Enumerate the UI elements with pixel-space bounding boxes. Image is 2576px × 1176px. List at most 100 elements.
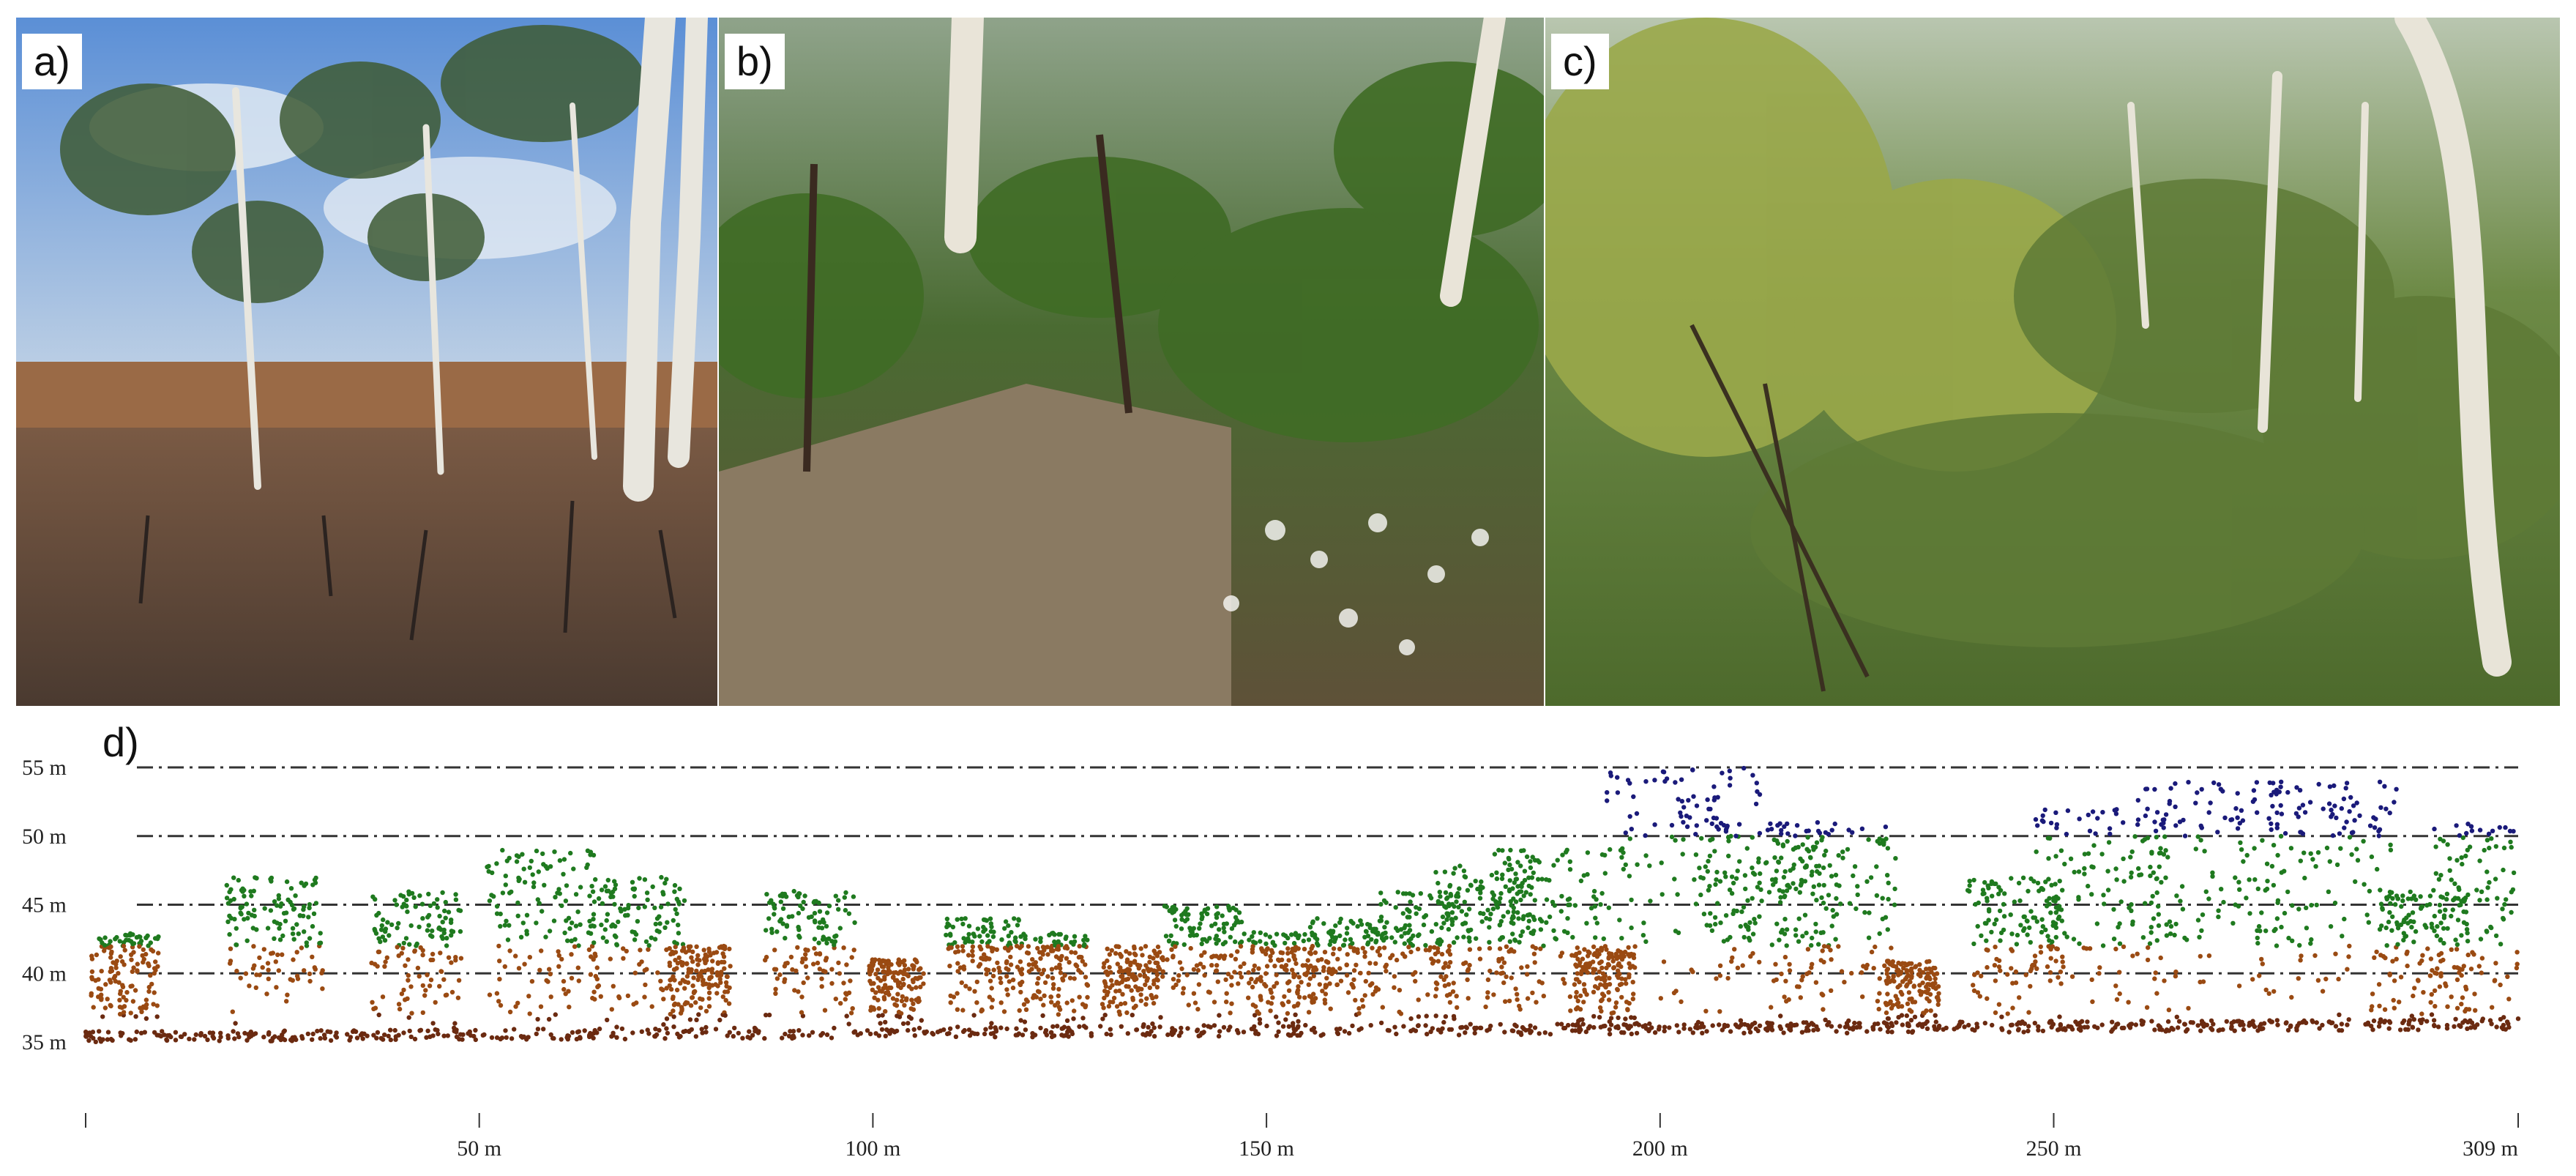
cloud-point	[1222, 929, 1227, 934]
cloud-point	[153, 959, 158, 964]
cloud-point	[1238, 964, 1243, 970]
cloud-point	[717, 1017, 723, 1023]
cloud-point	[2374, 949, 2379, 955]
cloud-point	[614, 1035, 619, 1040]
cloud-point	[1613, 1000, 1619, 1005]
cloud-point	[1268, 1008, 1273, 1013]
cloud-point	[113, 937, 118, 942]
cloud-point	[2390, 896, 2395, 901]
cloud-point	[103, 982, 108, 987]
cloud-point	[1613, 954, 1619, 960]
cloud-point	[515, 913, 520, 918]
cloud-point	[649, 935, 654, 940]
cloud-point	[1532, 1025, 1538, 1030]
cloud-point	[1454, 893, 1459, 899]
cloud-point	[2411, 993, 2416, 999]
cloud-point	[2022, 1021, 2028, 1027]
cloud-point	[2370, 1004, 2375, 1009]
cloud-point	[1081, 1024, 1087, 1029]
cloud-point	[838, 1001, 843, 1006]
cloud-point	[1788, 1024, 1793, 1030]
cloud-point	[1669, 822, 1675, 828]
cloud-point	[280, 933, 285, 939]
cloud-point	[291, 957, 296, 962]
cloud-point	[242, 887, 247, 893]
cloud-point	[2028, 939, 2033, 945]
cloud-point	[1367, 925, 1373, 931]
cloud-point	[970, 939, 975, 945]
cloud-point	[435, 905, 440, 910]
cloud-point	[645, 1027, 650, 1032]
cloud-point	[272, 936, 277, 941]
cloud-point	[1773, 877, 1778, 882]
cloud-point	[243, 971, 249, 976]
cloud-point	[1519, 965, 1524, 970]
cloud-point	[1782, 994, 1787, 1000]
cloud-point	[1438, 1030, 1444, 1035]
cloud-point	[1778, 1013, 1783, 1019]
cloud-point	[433, 1027, 438, 1032]
cloud-point	[2164, 933, 2170, 938]
cloud-point	[1062, 945, 1068, 950]
cloud-point	[1784, 927, 1790, 932]
cloud-point	[127, 933, 132, 938]
cloud-point	[1634, 1021, 1640, 1026]
cloud-point	[1023, 1027, 1028, 1032]
cloud-point	[1741, 934, 1747, 940]
cloud-point	[2432, 928, 2437, 934]
cloud-point	[1701, 912, 1707, 917]
cloud-point	[2315, 978, 2321, 983]
cloud-point	[1591, 888, 1597, 894]
cloud-point	[1898, 989, 1903, 995]
cloud-point	[993, 1035, 998, 1040]
cloud-point	[500, 847, 505, 853]
cloud-point	[2002, 891, 2007, 896]
cloud-point	[657, 1027, 662, 1033]
cloud-point	[1334, 1027, 1340, 1032]
cloud-point	[1933, 980, 1938, 986]
cloud-point	[2035, 880, 2041, 886]
cloud-point	[1236, 920, 1242, 925]
cloud-point	[665, 901, 671, 907]
cloud-point	[1623, 1016, 1628, 1021]
cloud-point	[538, 1004, 544, 1009]
cloud-point	[2027, 925, 2032, 931]
cloud-point	[1962, 1024, 1967, 1030]
cloud-point	[878, 959, 884, 965]
cloud-point	[688, 944, 693, 949]
cloud-point	[575, 965, 580, 970]
cloud-point	[422, 993, 428, 998]
cloud-point	[1002, 926, 1007, 931]
cloud-point	[1681, 837, 1686, 842]
cloud-point	[1531, 870, 1536, 876]
cloud-point	[1307, 994, 1313, 999]
cloud-point	[242, 1030, 247, 1036]
cloud-point	[599, 887, 605, 893]
cloud-point	[2441, 940, 2446, 946]
cloud-point	[1890, 1002, 1896, 1008]
cloud-point	[453, 897, 459, 902]
cloud-point	[1400, 911, 1406, 916]
cloud-point	[1228, 953, 1234, 959]
cloud-point	[1606, 905, 1611, 910]
cloud-point	[1466, 967, 1471, 972]
cloud-point	[1970, 1027, 1975, 1032]
cloud-point	[1171, 1030, 1176, 1035]
cloud-point	[1154, 994, 1159, 1000]
cloud-point	[2428, 1000, 2433, 1005]
cloud-point	[1769, 1021, 1774, 1026]
cloud-point	[2274, 916, 2280, 921]
cloud-point	[773, 991, 778, 996]
cloud-point	[1759, 898, 1764, 904]
cloud-point	[277, 937, 283, 942]
cloud-point	[2274, 1018, 2280, 1023]
cloud-point	[1302, 946, 1307, 952]
cloud-point	[1520, 916, 1526, 922]
cloud-point	[2072, 869, 2077, 875]
cloud-point	[2208, 800, 2213, 805]
cloud-point	[2149, 1019, 2154, 1024]
cloud-point	[568, 850, 573, 856]
cloud-point	[1516, 916, 1521, 921]
cloud-point	[1729, 874, 1735, 879]
cloud-point	[2058, 970, 2064, 975]
